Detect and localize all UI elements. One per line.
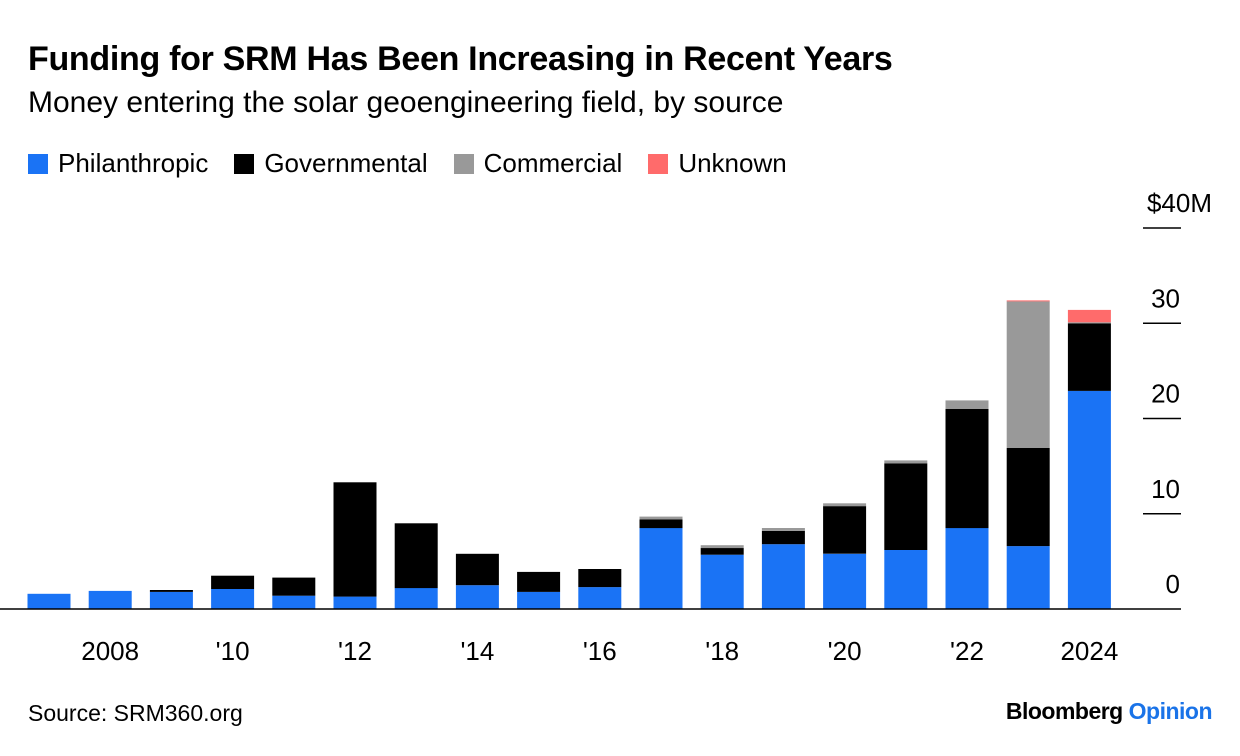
x-tick-label-2014: '14	[460, 636, 494, 666]
bar-governmental-2011	[272, 577, 316, 596]
bars-group	[27, 300, 1111, 609]
bar-philanthropic-2014	[455, 585, 499, 609]
bar-commercial-2022	[945, 400, 989, 409]
bar-governmental-2012	[333, 482, 377, 597]
bar-commercial-2021	[884, 460, 928, 464]
legend-item-philanthropic: Philanthropic	[28, 148, 208, 179]
bar-philanthropic-2008	[88, 590, 132, 609]
bar-philanthropic-2015	[517, 591, 561, 609]
y-tick-label-0: 0	[1166, 569, 1180, 599]
x-tick-label-2024: 2024	[1060, 636, 1118, 666]
legend-swatch-governmental	[234, 153, 255, 174]
y-tick-label-40: $40M	[1147, 188, 1212, 218]
legend-label-unknown: Unknown	[678, 148, 787, 178]
bar-philanthropic-2022	[945, 528, 989, 609]
legend-swatch-unknown	[648, 153, 669, 174]
bar-governmental-2014	[455, 553, 499, 586]
bar-philanthropic-2012	[333, 596, 377, 609]
y-tick-label-10: 10	[1151, 474, 1180, 504]
x-tick-label-2010: '10	[216, 636, 250, 666]
bar-governmental-2015	[517, 571, 561, 592]
bar-philanthropic-2017	[639, 528, 683, 609]
legend: Philanthropic Governmental Commercial Un…	[28, 148, 813, 179]
y-tick-label-30: 30	[1151, 283, 1180, 313]
bar-governmental-2013	[394, 523, 438, 589]
bar-commercial-2019	[761, 528, 805, 531]
bar-governmental-2020	[823, 506, 867, 554]
legend-label-commercial: Commercial	[483, 148, 623, 178]
chart-subtitle: Money entering the solar geoengineering …	[28, 86, 784, 119]
legend-item-unknown: Unknown	[648, 148, 787, 179]
bar-philanthropic-2023	[1006, 546, 1050, 609]
bar-philanthropic-2024	[1067, 390, 1111, 609]
bar-governmental-2021	[884, 463, 928, 550]
brand-logo: Bloomberg Opinion	[1005, 698, 1213, 725]
legend-item-commercial: Commercial	[453, 148, 623, 179]
bar-governmental-2009	[149, 590, 193, 592]
bar-governmental-2023	[1006, 448, 1050, 547]
x-axis: 2008 '10 '12 '14 '16 '18 '20 '22 2024	[0, 608, 1181, 666]
bar-governmental-2017	[639, 519, 683, 529]
bar-philanthropic-2009	[149, 591, 193, 609]
bar-commercial-2024	[1067, 322, 1111, 324]
x-tick-label-2008: 2008	[81, 636, 139, 666]
x-tick-label-2012: '12	[338, 636, 372, 666]
y-axis: 0 10 20 30 $40M	[1143, 188, 1212, 599]
bar-commercial-2020	[823, 503, 867, 507]
bar-governmental-2019	[761, 530, 805, 545]
brand-section: Opinion	[1128, 698, 1213, 724]
x-tick-label-2016: '16	[583, 636, 617, 666]
legend-label-governmental: Governmental	[264, 148, 428, 178]
bar-philanthropic-2007	[27, 593, 71, 609]
bar-unknown-2023	[1006, 300, 1050, 302]
bar-philanthropic-2011	[272, 595, 316, 609]
bar-unknown-2024	[1067, 309, 1111, 323]
legend-swatch-commercial	[453, 153, 474, 174]
bar-philanthropic-2013	[394, 588, 438, 609]
legend-item-governmental: Governmental	[234, 148, 428, 179]
bar-governmental-2024	[1067, 323, 1111, 391]
x-tick-label-2018: '18	[705, 636, 739, 666]
bar-governmental-2010	[211, 575, 255, 589]
source-note: Source: SRM360.org	[28, 700, 243, 726]
bar-philanthropic-2010	[211, 589, 255, 609]
y-tick-label-20: 20	[1151, 379, 1180, 409]
bar-philanthropic-2020	[823, 553, 867, 609]
legend-label-philanthropic: Philanthropic	[58, 148, 209, 178]
bar-governmental-2022	[945, 409, 989, 529]
brand-name: Bloomberg	[1005, 698, 1123, 724]
bar-philanthropic-2021	[884, 549, 928, 609]
chart-title: Funding for SRM Has Been Increasing in R…	[28, 40, 893, 78]
bar-philanthropic-2016	[578, 587, 622, 609]
bar-governmental-2018	[700, 548, 744, 555]
bar-commercial-2018	[700, 545, 744, 549]
bar-commercial-2017	[639, 516, 683, 520]
legend-swatch-philanthropic	[28, 153, 48, 174]
x-tick-label-2022: '22	[950, 636, 984, 666]
bar-commercial-2023	[1006, 301, 1050, 448]
bar-philanthropic-2018	[700, 554, 744, 609]
x-tick-label-2020: '20	[828, 636, 862, 666]
bar-philanthropic-2019	[761, 544, 805, 609]
bar-governmental-2016	[578, 569, 622, 588]
